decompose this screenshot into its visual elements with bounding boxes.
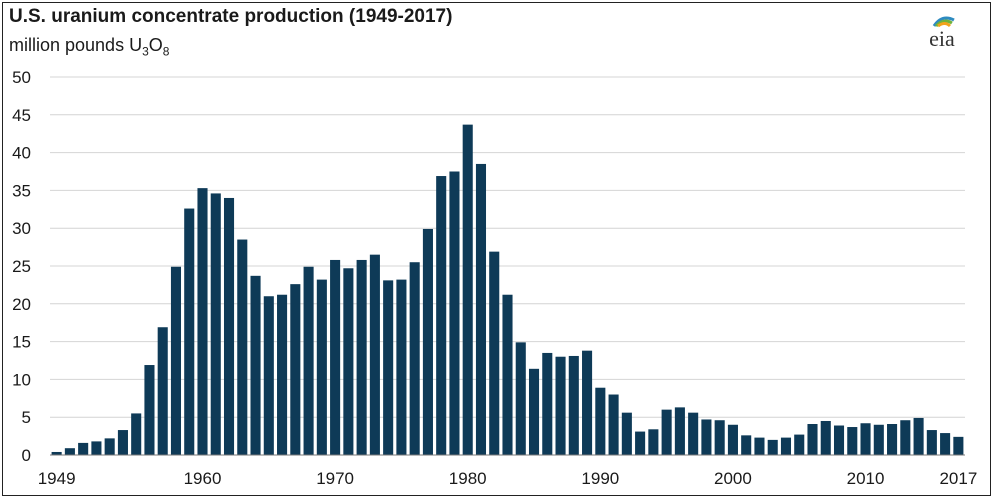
bar [117, 430, 128, 455]
bar [104, 438, 115, 455]
bar [661, 409, 672, 455]
bar [714, 420, 725, 455]
subtitle-sub-8: 8 [162, 44, 170, 59]
bar [608, 394, 619, 455]
bar [648, 429, 659, 455]
bar [277, 294, 288, 455]
bar [873, 424, 884, 455]
chart-subtitle: million pounds U3O8 [9, 35, 169, 59]
x-tick-label: 1960 [184, 469, 222, 488]
bar [926, 430, 937, 455]
bar [595, 387, 606, 455]
bar [131, 413, 142, 455]
bar [51, 451, 62, 455]
y-tick-label: 0 [22, 446, 31, 465]
chart-title: U.S. uranium concentrate production (194… [9, 6, 453, 27]
x-tick-label: 1970 [316, 469, 354, 488]
bar [396, 279, 407, 455]
bar [820, 420, 831, 455]
y-tick-label: 30 [12, 219, 31, 238]
subtitle-prefix: million pounds U [9, 35, 143, 55]
x-tick-label: 2017 [939, 469, 977, 488]
bar [449, 171, 460, 455]
bar [754, 437, 765, 455]
bar [210, 193, 221, 455]
bar [794, 434, 805, 455]
bar [502, 294, 513, 455]
bar [263, 296, 274, 455]
bar [833, 425, 845, 455]
y-tick-label: 5 [22, 408, 31, 427]
y-tick-label: 45 [12, 106, 31, 125]
bar [157, 327, 168, 455]
bar [144, 365, 155, 455]
bar [727, 424, 738, 455]
bar [528, 368, 540, 455]
bar [568, 355, 579, 455]
bar [330, 259, 341, 455]
bar [688, 412, 699, 455]
x-tick-label: 1949 [38, 469, 76, 488]
bar [369, 254, 380, 455]
subtitle-mid: O [148, 35, 163, 55]
subtitle-sub-3: 3 [142, 44, 149, 59]
bar [542, 352, 553, 455]
bar [767, 439, 778, 455]
bar [78, 442, 89, 455]
bar [741, 435, 752, 455]
bar [953, 436, 964, 455]
y-tick-label: 10 [12, 370, 31, 389]
bar [860, 423, 871, 455]
bar [197, 188, 208, 455]
bar [64, 448, 75, 455]
bar [422, 228, 433, 455]
bar [436, 176, 447, 455]
y-tick-label: 25 [12, 257, 31, 276]
bar [475, 163, 487, 455]
bar [409, 262, 420, 455]
bar [303, 266, 314, 455]
x-tick-label: 1990 [581, 469, 619, 488]
bar [621, 412, 632, 455]
y-tick-label: 35 [12, 181, 31, 200]
bar [250, 275, 261, 455]
bar [223, 197, 235, 455]
bar [383, 280, 394, 455]
bar [462, 124, 473, 456]
bar [343, 268, 354, 455]
bar [674, 407, 685, 455]
bar [807, 424, 818, 455]
x-tick-label: 2000 [714, 469, 752, 488]
bar [555, 356, 566, 455]
bar [940, 433, 951, 455]
bar [237, 239, 248, 455]
bar [701, 419, 712, 455]
y-tick-label: 40 [12, 144, 31, 163]
x-tick-label: 1980 [449, 469, 487, 488]
bar [900, 420, 911, 455]
y-tick-label: 50 [12, 68, 31, 87]
bar [489, 251, 500, 455]
bar [780, 437, 792, 455]
bar [515, 342, 526, 455]
bar [847, 427, 858, 455]
y-tick-label: 15 [12, 333, 31, 352]
bar [316, 279, 327, 455]
bar [91, 441, 102, 455]
bar [184, 208, 195, 455]
bar [290, 284, 301, 455]
bar [887, 424, 898, 455]
bar [356, 259, 367, 455]
eia-logo-text: eia [929, 26, 955, 51]
bar [582, 350, 593, 455]
eia-logo: eia [929, 16, 955, 51]
bar [635, 431, 646, 455]
bar [170, 266, 182, 455]
bar [913, 417, 924, 455]
x-tick-label: 2010 [847, 469, 885, 488]
y-tick-label: 20 [12, 295, 31, 314]
